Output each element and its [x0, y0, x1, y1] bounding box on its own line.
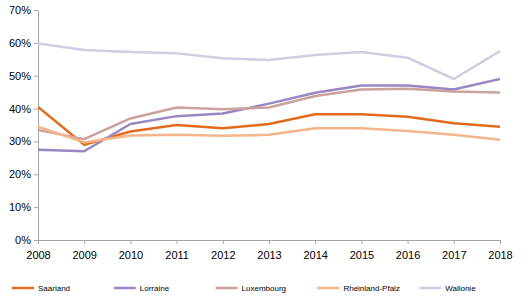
- lines: [38, 44, 500, 152]
- legend: Saarland Lorraine Luxembourg Rheinland-Pfal…: [12, 284, 476, 293]
- x-axis: 2008 2009 2010 2011 2012 2013 2014 2015 2016 2017…: [26, 240, 512, 261]
- x-tick-mark: [177, 240, 178, 244]
- x-tick-label: 2017: [442, 249, 466, 261]
- x-tick: 2016: [396, 240, 420, 261]
- legend-label: Luxembourg: [242, 284, 286, 293]
- legend-label: Rheinland-Pfalz: [343, 284, 399, 293]
- legend-item: Saarland: [12, 284, 70, 293]
- x-tick-mark: [84, 240, 85, 244]
- x-tick: 2009: [72, 240, 96, 261]
- x-tick-label: 2013: [257, 249, 281, 261]
- y-tick-label: 20%: [9, 168, 31, 180]
- x-tick-label: 2010: [119, 249, 143, 261]
- legend-label: Saarland: [38, 284, 70, 293]
- y-tick-mark: [34, 76, 38, 77]
- series-line: [38, 89, 500, 139]
- x-tick: 2008: [26, 240, 50, 261]
- x-tick-mark: [269, 240, 270, 244]
- legend-swatch: [317, 287, 339, 290]
- plot: 0%10%20%30%40%50%60%70%20082009201020112…: [9, 4, 513, 261]
- legend-swatch: [419, 287, 441, 290]
- x-tick: 2015: [350, 240, 374, 261]
- y-tick-label: 0%: [15, 234, 31, 246]
- y-tick-mark: [34, 240, 38, 241]
- y-tick: 40%: [9, 103, 38, 115]
- y-tick: 20%: [9, 168, 38, 180]
- y-axis: 0% 10% 20% 30% 40% 50% 60% 70%: [9, 4, 39, 246]
- x-tick-mark: [315, 240, 316, 244]
- legend-swatch: [12, 287, 34, 290]
- y-tick-mark: [34, 10, 38, 11]
- x-tick-label: 2015: [350, 249, 374, 261]
- x-tick-mark: [500, 240, 501, 244]
- series-line: [38, 127, 500, 143]
- y-tick-mark: [34, 174, 38, 175]
- x-tick-label: 2012: [211, 249, 235, 261]
- legend-item: Wallonie: [419, 284, 476, 293]
- y-tick-label: 50%: [9, 70, 31, 82]
- y-tick-mark: [34, 109, 38, 110]
- y-tick-label: 40%: [9, 103, 31, 115]
- x-tick: 2011: [165, 240, 189, 261]
- legend-swatch: [216, 287, 238, 290]
- x-tick-mark: [361, 240, 362, 244]
- y-tick: 10%: [9, 201, 38, 213]
- x-tick-mark: [408, 240, 409, 244]
- legend-item: Luxembourg: [216, 284, 286, 293]
- x-tick: 2013: [257, 240, 281, 261]
- x-tick: 2018: [488, 240, 512, 261]
- x-tick-label: 2011: [165, 249, 189, 261]
- series-line: [38, 107, 500, 145]
- x-tick: 2012: [211, 240, 235, 261]
- x-tick-label: 2009: [72, 249, 96, 261]
- series-line: [38, 79, 500, 151]
- x-tick-mark: [38, 240, 39, 244]
- x-tick: 2010: [119, 240, 143, 261]
- legend-item: Rheinland-Pfalz: [317, 284, 399, 293]
- legend-item: Lorraine: [114, 284, 170, 293]
- chart: 0%10%20%30%40%50%60%70%20082009201020112…: [0, 0, 529, 302]
- x-tick-label: 2016: [396, 249, 420, 261]
- y-tick: 70%: [9, 4, 38, 16]
- series-line: [38, 44, 500, 79]
- legend-label: Wallonie: [445, 284, 476, 293]
- x-tick: 2017: [442, 240, 466, 261]
- x-tick-label: 2018: [488, 249, 512, 261]
- y-tick-label: 70%: [9, 4, 31, 16]
- y-tick: 50%: [9, 70, 38, 82]
- y-tick-mark: [34, 43, 38, 44]
- x-tick-mark: [223, 240, 224, 244]
- y-tick: 60%: [9, 37, 38, 49]
- x-tick-mark: [130, 240, 131, 244]
- x-tick-label: 2014: [303, 249, 327, 261]
- y-tick-label: 60%: [9, 37, 31, 49]
- x-tick-mark: [454, 240, 455, 244]
- y-tick-label: 30%: [9, 135, 31, 147]
- y-tick-mark: [34, 141, 38, 142]
- y-tick-label: 10%: [9, 201, 31, 213]
- legend-swatch: [114, 287, 136, 290]
- y-tick: 0%: [15, 234, 38, 246]
- y-tick-mark: [34, 207, 38, 208]
- x-tick: 2014: [303, 240, 327, 261]
- x-tick-label: 2008: [26, 249, 50, 261]
- legend-label: Lorraine: [140, 284, 170, 293]
- y-tick: 30%: [9, 135, 38, 147]
